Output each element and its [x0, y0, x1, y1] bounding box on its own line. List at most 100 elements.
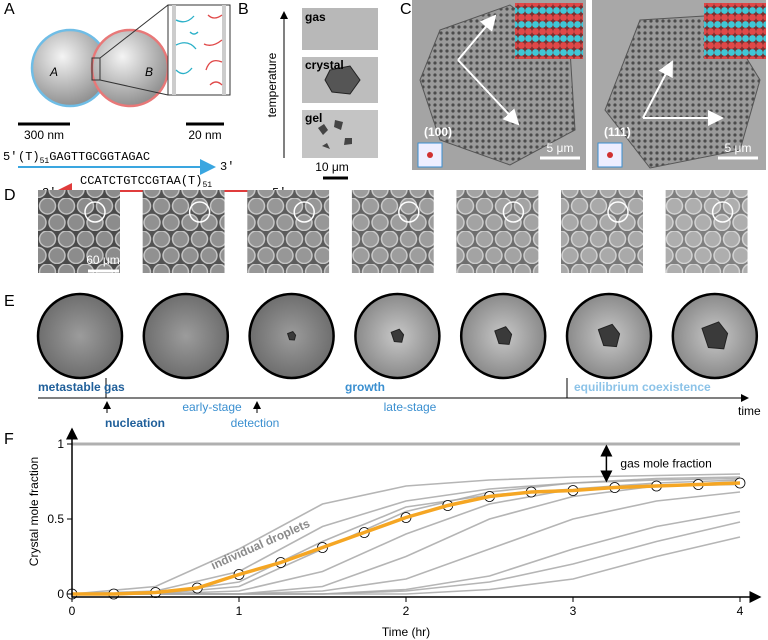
dna-text: 51: [40, 157, 50, 166]
crystal: [324, 65, 361, 95]
image-label: gel: [305, 111, 322, 125]
micrograph: [561, 190, 643, 273]
droplet-line: [71, 473, 741, 595]
scale-label: 5 μm: [547, 141, 574, 155]
droplet-line: [71, 477, 741, 595]
scale-label: 60 μm: [86, 253, 120, 267]
micrograph: [302, 110, 378, 158]
dna-text: (T): [18, 150, 40, 164]
timeline: time metastable gas growth equilibrium c…: [38, 378, 761, 430]
scale-label: 10 μm: [315, 160, 349, 174]
brightening: [247, 190, 330, 273]
phase-label: growth: [345, 380, 385, 394]
particle-label: A: [49, 65, 58, 79]
strand: [203, 14, 223, 86]
unit-cell-atom: [427, 152, 433, 158]
droplet-line: [72, 479, 741, 595]
axis-label: time: [738, 404, 761, 418]
panel-d: [38, 190, 748, 273]
panel-label: F: [4, 431, 14, 448]
micrograph: [665, 190, 748, 273]
dna-text: CCATCTGTCCGTAA: [80, 174, 182, 188]
droplet-line: [72, 480, 741, 595]
particle-label: B: [145, 65, 153, 79]
image-label: gas: [305, 10, 326, 24]
scale-label: 20 nm: [188, 128, 221, 142]
panel-label: D: [4, 187, 16, 204]
x-tick-label: 0: [69, 604, 76, 618]
stage-label: late-stage: [384, 400, 437, 414]
panel-c: C (100) 5 μm (111) 5 μm: [400, 0, 766, 170]
crystal: [286, 331, 297, 341]
highlight: [293, 201, 315, 223]
phase-label: equilibrium coexistence: [574, 380, 711, 394]
dna-sequence: CCATCTGTCCGTAA(T)51: [80, 174, 212, 190]
panel-a: A A B 300 nm 20 nm 5' (T)51GAGTTGCGGTAGA…: [3, 1, 286, 200]
highlight: [607, 201, 629, 223]
micrograph: [456, 190, 539, 273]
mean-line: [72, 481, 741, 596]
unit-cell-atom: [607, 152, 613, 158]
droplet: [36, 292, 124, 380]
phase-label: metastable gas: [38, 380, 125, 394]
highlight: [711, 201, 734, 223]
micrograph: [38, 190, 120, 273]
droplet-array: [247, 190, 330, 273]
annotation: individual droplets: [209, 516, 312, 572]
droplet-array: [38, 190, 120, 273]
scale-label: 300 nm: [24, 128, 64, 142]
micrograph: [142, 190, 225, 273]
dna-text: GAGTTGCGGTAGAC: [49, 150, 150, 164]
micrograph: [247, 190, 330, 273]
y-axis-label: Crystal mole fraction: [27, 457, 41, 566]
plane-label: (100): [424, 125, 452, 139]
gel: [318, 120, 352, 149]
highlight: [398, 201, 420, 223]
droplet: [142, 292, 230, 380]
annotation: gas mole fraction: [620, 457, 711, 471]
x-tick-label: 3: [570, 604, 577, 618]
inset: [515, 3, 583, 59]
surface: [222, 5, 226, 95]
dna-end: 5': [3, 150, 17, 164]
stage-label: early-stage: [182, 400, 242, 414]
scale-label: 5 μm: [725, 141, 752, 155]
panel-e: [36, 292, 759, 380]
droplet-array: [665, 190, 748, 273]
x-tick-label: 4: [737, 604, 744, 618]
direction-arrow: [457, 59, 520, 126]
highlight: [188, 201, 211, 223]
droplet-array: [456, 190, 539, 273]
y-tick-label: 0.5: [47, 512, 64, 526]
inset: [704, 3, 766, 59]
brightening: [561, 190, 643, 273]
axis-label: temperature: [265, 52, 279, 117]
zoom-line: [99, 4, 169, 96]
panel-b: B temperature gas crystal gel 10 μm: [238, 1, 378, 180]
panel-label: E: [4, 293, 15, 310]
droplet-line: [72, 521, 741, 595]
surface: [172, 5, 176, 95]
x-tick-label: 1: [236, 604, 243, 618]
crystal: [494, 326, 513, 345]
event-label: detection: [231, 416, 280, 430]
panel-label: A: [4, 1, 15, 18]
brightening: [142, 190, 225, 273]
event-label: nucleation: [105, 416, 165, 430]
droplet-line: [72, 510, 741, 595]
zoom-box: [91, 57, 101, 81]
x-tick-label: 2: [403, 604, 410, 618]
zoom-panel: [167, 4, 231, 96]
dna-sequence: (T)51GAGTTGCGGTAGAC: [18, 150, 150, 166]
dna-end: 3': [220, 160, 234, 174]
direction-arrow: [457, 14, 497, 61]
panel-label: C: [400, 1, 412, 18]
micrograph: [351, 190, 434, 273]
dna-text: (T): [181, 174, 203, 188]
highlight: [502, 201, 525, 223]
x-axis-label: Time (hr): [382, 625, 430, 639]
droplet-array: [142, 190, 225, 273]
strand: [175, 15, 199, 75]
brightening: [665, 190, 748, 273]
